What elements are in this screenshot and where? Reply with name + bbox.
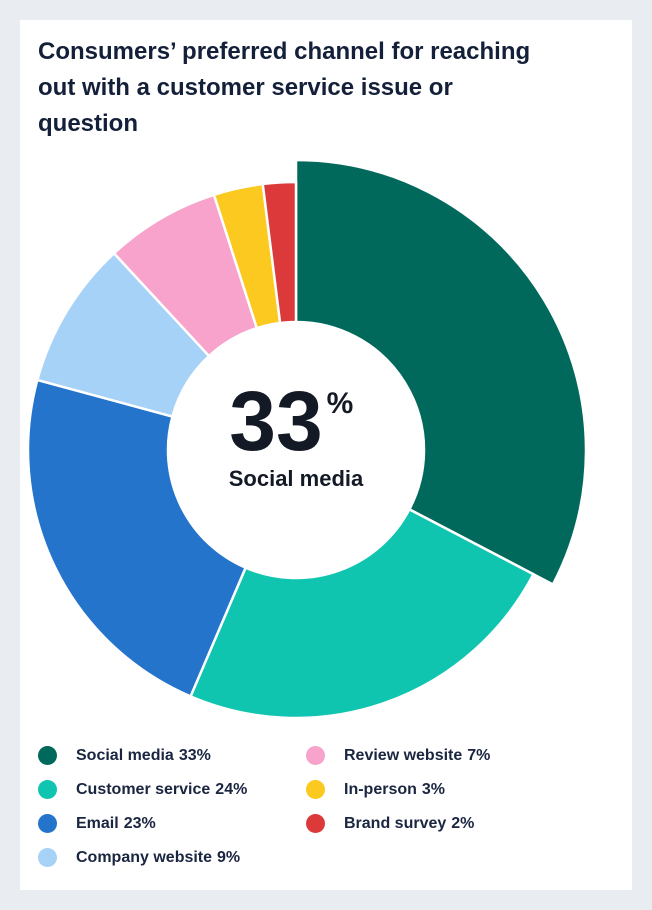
legend-label: Brand survey [344, 814, 447, 832]
legend-label: Social media [76, 746, 174, 764]
legend-value: 33% [178, 746, 211, 764]
legend-swatch [306, 780, 325, 799]
legend-swatch [306, 814, 325, 833]
legend-item-brand-survey: Brand survey 2% [306, 814, 474, 833]
center-value: 33 [229, 374, 322, 468]
legend-item-email: Email 23% [38, 814, 156, 833]
legend-item-social-media: Social media 33% [38, 746, 211, 765]
legend-swatch [38, 848, 57, 867]
center-percent-sign: % [327, 387, 354, 420]
legend-value: 23% [123, 814, 156, 832]
legend-swatch [38, 746, 57, 765]
legend-label: Review website [344, 746, 463, 764]
legend-item-company-website: Company website 9% [38, 848, 240, 867]
legend-value: 7% [467, 746, 491, 764]
legend-swatch [306, 746, 325, 765]
legend: Social media 33% Customer service 24% Email 2… [38, 746, 618, 886]
slice-social-media [294, 158, 588, 587]
slice-customer-service [188, 507, 536, 720]
legend-label: Email [76, 814, 119, 832]
legend-value: 24% [215, 780, 248, 798]
legend-swatch [38, 814, 57, 833]
legend-item-in-person: In-person 3% [306, 780, 445, 799]
chart-card: Consumers’ preferred channel for reachin… [20, 20, 632, 890]
legend-value: 9% [217, 848, 241, 866]
legend-value: 3% [421, 780, 446, 798]
legend-swatch [38, 780, 57, 799]
legend-label: In-person [344, 780, 417, 798]
donut-chart: 33 % Social media [26, 158, 588, 720]
legend-label: Company website [76, 848, 213, 866]
chart-title: Consumers’ preferred channel for reachin… [38, 38, 531, 137]
slice-brand-survey [261, 180, 298, 325]
slice-email [26, 378, 248, 699]
center-label: Social media [229, 466, 364, 491]
legend-label: Customer service [76, 780, 211, 798]
legend-item-review-website: Review website 7% [306, 746, 490, 765]
legend-item-customer-service: Customer service 24% [38, 780, 247, 799]
legend-value: 2% [451, 814, 475, 832]
